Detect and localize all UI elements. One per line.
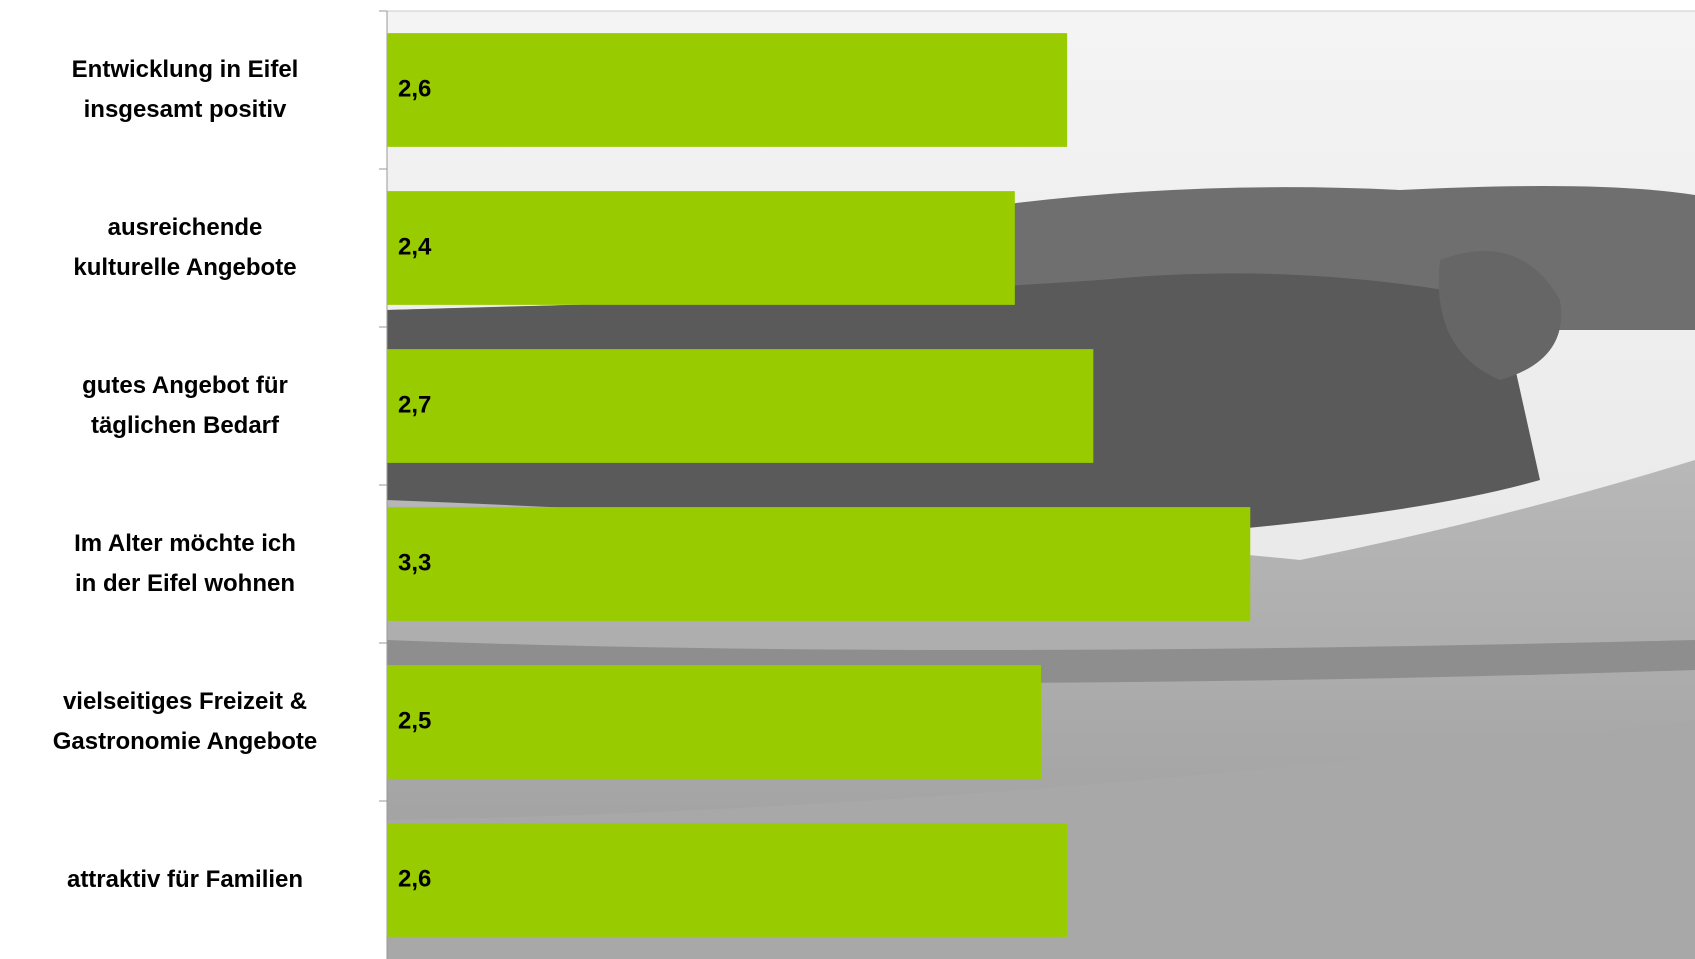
category-label: Entwicklung in Eifel insgesamt positiv <box>71 56 299 123</box>
value-label: 2,5 <box>398 707 431 734</box>
bar <box>387 823 1068 937</box>
category-label: Im Alter möchte ich in der Eifel wohnen <box>74 530 296 597</box>
bar <box>387 191 1015 305</box>
value-label: 2,6 <box>398 865 431 892</box>
category-label: vielseitiges Freizeit & Gastronomie Ange… <box>52 688 318 755</box>
value-label: 2,6 <box>398 75 431 102</box>
value-label: 2,7 <box>398 391 431 418</box>
background-photo <box>387 11 1695 959</box>
value-label: 2,4 <box>398 233 432 260</box>
value-label: 3,3 <box>398 549 431 576</box>
category-label: gutes Angebot für täglichen Bedarf <box>82 372 288 439</box>
bar <box>387 507 1251 621</box>
bar <box>387 33 1068 147</box>
category-label: ausreichende kulturelle Angebote <box>73 214 297 281</box>
category-label: attraktiv für Familien <box>66 866 304 893</box>
bar <box>387 349 1094 463</box>
bar <box>387 665 1041 779</box>
